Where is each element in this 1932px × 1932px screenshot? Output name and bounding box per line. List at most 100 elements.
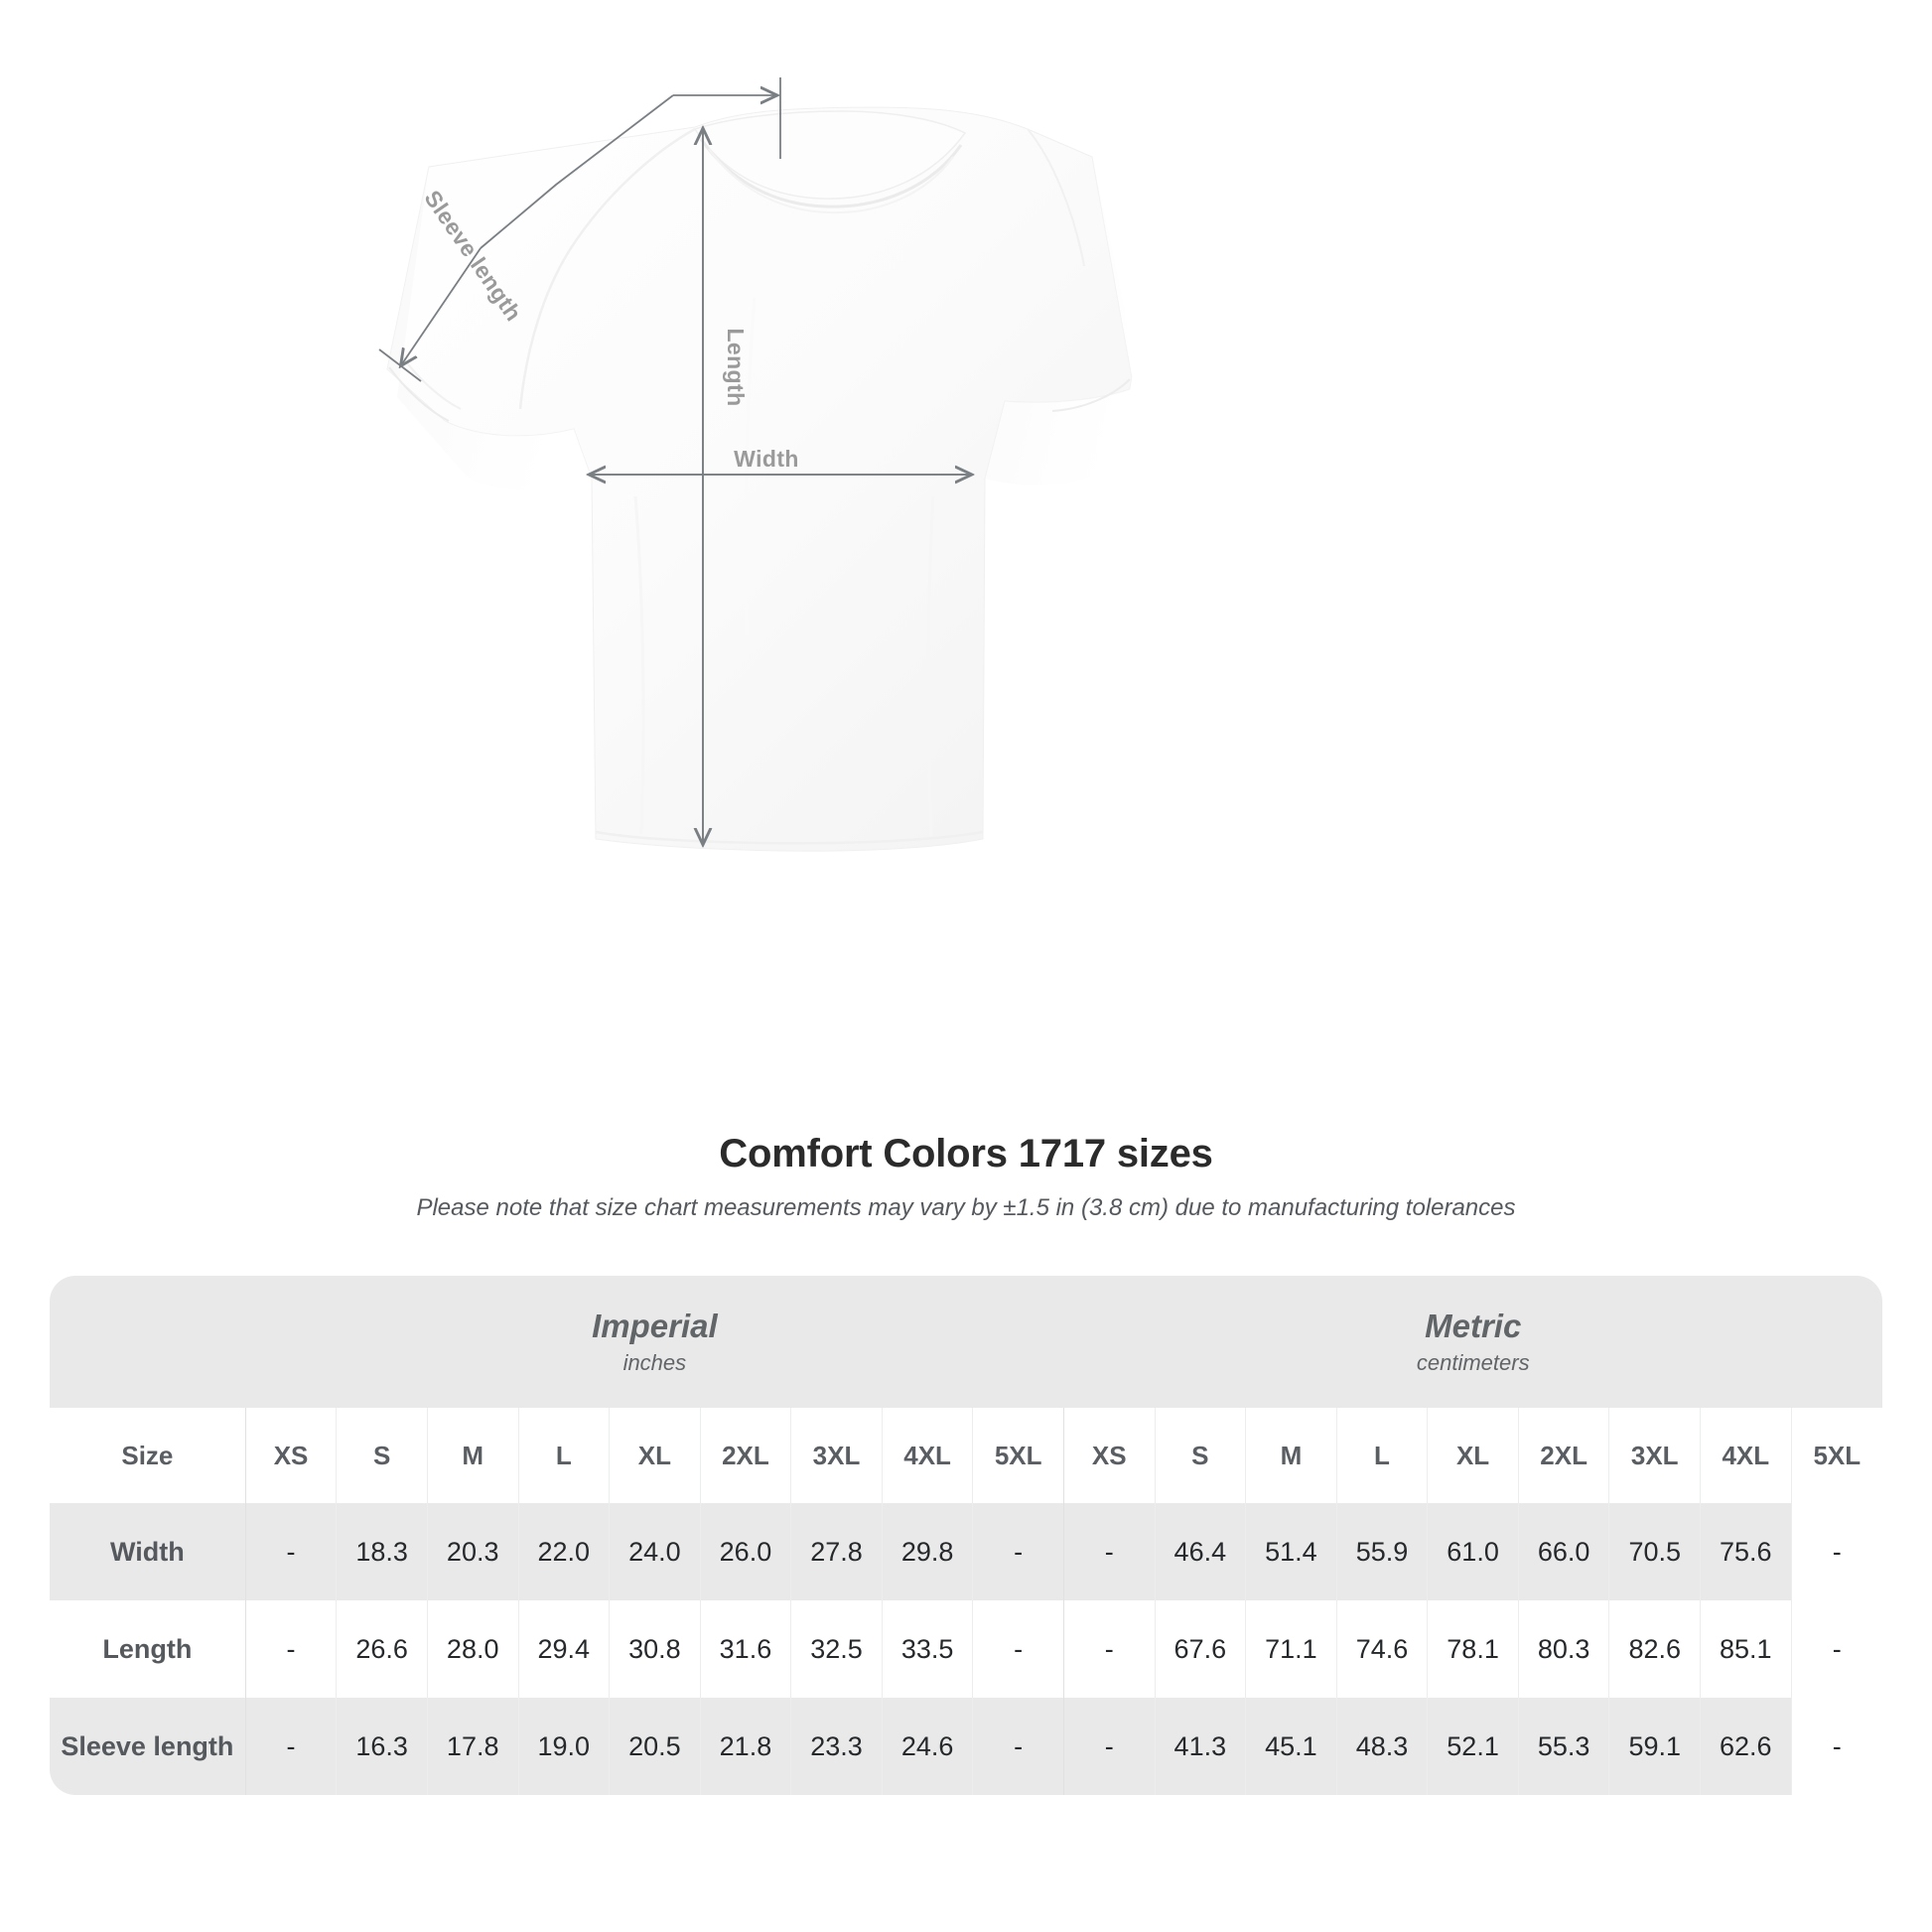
unit-group-imperial: Imperial inches [245, 1276, 1064, 1409]
cell-length-2XL-cm: 80.3 [1517, 1600, 1609, 1699]
size-header-3xl-imperial: 3XL [790, 1408, 883, 1504]
cell-sleeve-length-2XL-in: 21.8 [699, 1698, 791, 1796]
size-header-4xl-imperial: 4XL [881, 1408, 973, 1504]
size-table-container: Imperial inches Metric centimeters Size X… [50, 1276, 1882, 1796]
cell-sleeve-length-XL-cm: 52.1 [1427, 1698, 1519, 1796]
cell-width-L-cm: 55.9 [1335, 1503, 1428, 1601]
size-table: Imperial inches Metric centimeters Size X… [50, 1276, 1882, 1796]
size-header-xl-metric: XL [1427, 1408, 1519, 1504]
size-header-2xl-metric: 2XL [1517, 1408, 1609, 1504]
cell-sleeve-length-S-in: 16.3 [336, 1698, 428, 1796]
cell-sleeve-length-2XL-cm: 55.3 [1517, 1698, 1609, 1796]
cell-width-XL-cm: 61.0 [1427, 1503, 1519, 1601]
cell-length-M-cm: 71.1 [1245, 1600, 1337, 1699]
cell-width-M-in: 20.3 [426, 1503, 518, 1601]
cell-sleeve-length-4XL-in: 24.6 [881, 1698, 973, 1796]
cell-sleeve-length-4XL-cm: 62.6 [1700, 1698, 1792, 1796]
size-header-l-imperial: L [517, 1408, 610, 1504]
table-row: Length -26.6 28.0 29.4 30.8 31.6 32.5 33.5- -67.… [50, 1600, 1882, 1699]
cell-length-M-in: 28.0 [426, 1600, 518, 1699]
unit-sub-imperial: inches [622, 1350, 687, 1376]
cell-width-3XL-in: 27.8 [790, 1503, 883, 1601]
measurement-lines [378, 77, 973, 846]
cell-width-S-cm: 46.4 [1154, 1503, 1246, 1601]
width-label: Width [734, 446, 799, 472]
cell-width-2XL-cm: 66.0 [1517, 1503, 1609, 1601]
cell-length-XL-in: 30.8 [609, 1600, 701, 1699]
cell-sleeve-length-5XL-in: - [972, 1698, 1064, 1796]
chart-title-block: Comfort Colors 1717 sizes Please note th… [0, 1132, 1932, 1222]
sleeve-hem-tick [378, 348, 422, 382]
size-header-5xl-imperial: 5XL [972, 1408, 1064, 1504]
tshirt-measurement-diagram: Sleeve length Length Width [0, 0, 1932, 894]
cell-sleeve-length-XS-in: - [244, 1698, 337, 1796]
cell-length-XL-cm: 78.1 [1427, 1600, 1519, 1699]
cell-width-5XL-cm: - [1790, 1503, 1882, 1601]
size-header-2xl-imperial: 2XL [699, 1408, 791, 1504]
size-header-m-metric: M [1245, 1408, 1337, 1504]
cell-sleeve-length-S-cm: 41.3 [1154, 1698, 1246, 1796]
tolerance-note: Please note that size chart measurements… [416, 1194, 1516, 1221]
sleeve-leader-elbow [480, 94, 674, 249]
cell-length-XS-in: - [244, 1600, 337, 1699]
size-header-s-metric: S [1154, 1408, 1246, 1504]
cell-length-2XL-in: 31.6 [699, 1600, 791, 1699]
unit-name-imperial: Imperial [592, 1308, 718, 1344]
cell-width-M-cm: 51.4 [1245, 1503, 1337, 1601]
size-header-row: Size XS S M L XL 2XL 3XL 4XL 5XL XS S M L XL 2XL 3XL 4XL 5… [50, 1408, 1882, 1504]
cell-sleeve-length-XS-cm: - [1062, 1698, 1156, 1796]
page-title: Comfort Colors 1717 sizes [719, 1132, 1213, 1175]
cell-length-3XL-in: 32.5 [790, 1600, 883, 1699]
row-label-width: Width [50, 1503, 246, 1601]
size-header-label: Size [50, 1408, 246, 1504]
cell-width-XS-cm: - [1062, 1503, 1156, 1601]
cell-length-5XL-cm: - [1790, 1600, 1882, 1699]
cell-length-4XL-cm: 85.1 [1700, 1600, 1792, 1699]
unit-sub-metric: centimeters [1416, 1350, 1530, 1376]
cell-length-3XL-cm: 82.6 [1608, 1600, 1701, 1699]
cell-sleeve-length-M-cm: 45.1 [1245, 1698, 1337, 1796]
cell-length-XS-cm: - [1062, 1600, 1156, 1699]
row-label-sleeve-length: Sleeve length [50, 1698, 246, 1796]
cell-width-3XL-cm: 70.5 [1608, 1503, 1701, 1601]
cell-length-4XL-in: 33.5 [881, 1600, 973, 1699]
cell-sleeve-length-3XL-in: 23.3 [790, 1698, 883, 1796]
table-head: Imperial inches Metric centimeters Size X… [50, 1276, 1882, 1504]
table-row: Width -18.3 20.3 22.0 24.0 26.0 27.8 29.8- -46.4… [50, 1503, 1882, 1601]
size-header-5xl-metric: 5XL [1790, 1408, 1882, 1504]
unit-name-metric: Metric [1425, 1308, 1522, 1344]
cell-width-S-in: 18.3 [336, 1503, 428, 1601]
cell-width-4XL-in: 29.8 [881, 1503, 973, 1601]
table-body: Width -18.3 20.3 22.0 24.0 26.0 27.8 29.8- -46.4… [50, 1503, 1882, 1796]
cell-length-S-in: 26.6 [336, 1600, 428, 1699]
size-header-xl-imperial: XL [609, 1408, 701, 1504]
row-label-length: Length [50, 1600, 246, 1699]
cell-width-L-in: 22.0 [517, 1503, 610, 1601]
cell-length-L-cm: 74.6 [1335, 1600, 1428, 1699]
sleeve-length-arrow [401, 247, 482, 365]
cell-width-XL-in: 24.0 [609, 1503, 701, 1601]
cell-sleeve-length-3XL-cm: 59.1 [1608, 1698, 1701, 1796]
size-header-3xl-metric: 3XL [1608, 1408, 1701, 1504]
size-header-xs-imperial: XS [244, 1408, 337, 1504]
unit-group-metric: Metric centimeters [1063, 1276, 1882, 1409]
size-header-l-metric: L [1335, 1408, 1428, 1504]
cell-length-5XL-in: - [972, 1600, 1064, 1699]
table-row: Sleeve length -16.3 17.8 19.0 20.5 21.8 23.3 24… [50, 1698, 1882, 1796]
unit-banner-row: Imperial inches Metric centimeters [50, 1276, 1882, 1409]
cell-width-5XL-in: - [972, 1503, 1064, 1601]
cell-length-L-in: 29.4 [517, 1600, 610, 1699]
cell-sleeve-length-M-in: 17.8 [426, 1698, 518, 1796]
size-header-m-imperial: M [426, 1408, 518, 1504]
size-header-s-imperial: S [336, 1408, 428, 1504]
cell-width-4XL-cm: 75.6 [1700, 1503, 1792, 1601]
cell-sleeve-length-5XL-cm: - [1790, 1698, 1882, 1796]
cell-width-2XL-in: 26.0 [699, 1503, 791, 1601]
cell-sleeve-length-L-cm: 48.3 [1335, 1698, 1428, 1796]
tshirt-illustration [386, 106, 1142, 852]
cell-width-XS-in: - [244, 1503, 337, 1601]
cell-length-S-cm: 67.6 [1154, 1600, 1246, 1699]
length-label: Length [723, 328, 749, 406]
size-header-4xl-metric: 4XL [1700, 1408, 1792, 1504]
